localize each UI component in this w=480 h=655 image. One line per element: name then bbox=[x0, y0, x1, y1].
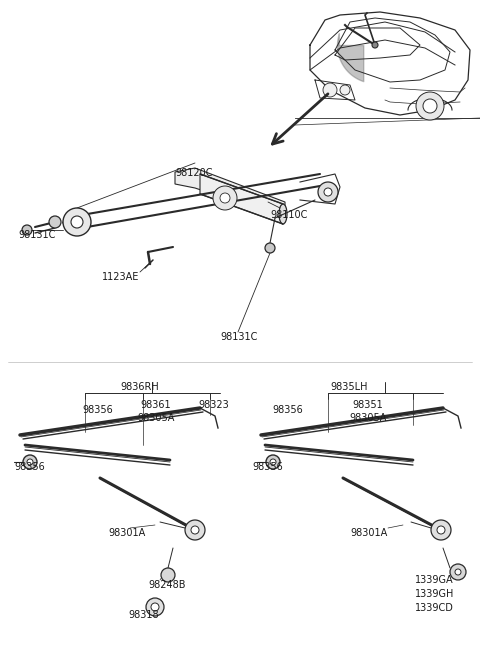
Text: 1339GA: 1339GA bbox=[415, 575, 454, 585]
Text: 98120C: 98120C bbox=[175, 168, 213, 178]
Text: 9835LH: 9835LH bbox=[330, 382, 368, 392]
Text: 1123AE: 1123AE bbox=[102, 272, 139, 282]
Circle shape bbox=[213, 186, 237, 210]
Ellipse shape bbox=[279, 204, 287, 224]
Circle shape bbox=[191, 526, 199, 534]
Circle shape bbox=[265, 243, 275, 253]
Circle shape bbox=[323, 83, 337, 97]
Circle shape bbox=[63, 208, 91, 236]
Text: 98323: 98323 bbox=[198, 400, 229, 410]
Text: 98356: 98356 bbox=[14, 462, 45, 472]
Text: 98351: 98351 bbox=[352, 400, 383, 410]
Circle shape bbox=[220, 193, 230, 203]
Circle shape bbox=[423, 99, 437, 113]
Circle shape bbox=[22, 225, 32, 235]
Circle shape bbox=[151, 603, 159, 611]
Circle shape bbox=[185, 520, 205, 540]
Circle shape bbox=[23, 455, 37, 469]
Text: 98248B: 98248B bbox=[148, 580, 185, 590]
Circle shape bbox=[318, 182, 338, 202]
Circle shape bbox=[340, 85, 350, 95]
Text: 98131C: 98131C bbox=[220, 332, 257, 342]
Circle shape bbox=[431, 520, 451, 540]
Text: 98131C: 98131C bbox=[18, 230, 55, 240]
Circle shape bbox=[146, 598, 164, 616]
Text: 98318: 98318 bbox=[128, 610, 158, 620]
Text: 98356: 98356 bbox=[82, 405, 113, 415]
Text: 98110C: 98110C bbox=[270, 210, 307, 220]
Text: 98356: 98356 bbox=[272, 405, 303, 415]
Circle shape bbox=[455, 569, 461, 575]
Circle shape bbox=[372, 42, 378, 48]
Circle shape bbox=[324, 188, 332, 196]
Circle shape bbox=[266, 455, 280, 469]
Text: 1339CD: 1339CD bbox=[415, 603, 454, 613]
Circle shape bbox=[71, 216, 83, 228]
Circle shape bbox=[27, 459, 33, 465]
Text: 1339GH: 1339GH bbox=[415, 589, 455, 599]
Text: 98305A: 98305A bbox=[137, 413, 174, 423]
Text: 98301A: 98301A bbox=[350, 528, 387, 538]
Circle shape bbox=[437, 526, 445, 534]
Text: 9836RH: 9836RH bbox=[120, 382, 159, 392]
Polygon shape bbox=[200, 174, 283, 224]
Text: 98301A: 98301A bbox=[108, 528, 145, 538]
Circle shape bbox=[270, 459, 276, 465]
Text: 98305A: 98305A bbox=[349, 413, 386, 423]
Circle shape bbox=[49, 216, 61, 228]
Circle shape bbox=[450, 564, 466, 580]
Circle shape bbox=[416, 92, 444, 120]
Text: 98356: 98356 bbox=[252, 462, 283, 472]
Polygon shape bbox=[175, 168, 285, 218]
Text: 98361: 98361 bbox=[140, 400, 170, 410]
Circle shape bbox=[161, 568, 175, 582]
